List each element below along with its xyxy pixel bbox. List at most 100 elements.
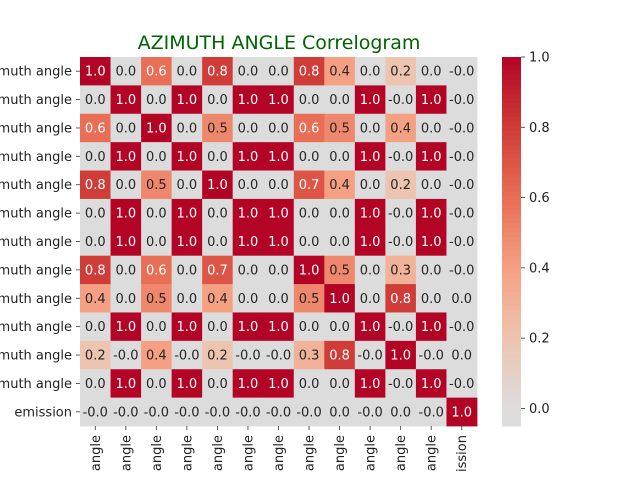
cell-value-label: 0.5 xyxy=(299,292,320,307)
colorbar-segment xyxy=(502,121,521,127)
cell-value-label: 0.0 xyxy=(238,292,259,307)
cell-value-label: 0.0 xyxy=(85,93,106,108)
colorbar-segment xyxy=(502,366,521,372)
colorbar-segment xyxy=(502,66,521,72)
heatmap-cell xyxy=(293,142,325,171)
heatmap-cell xyxy=(141,397,173,427)
heatmap-cell xyxy=(446,397,478,427)
heatmap-cell xyxy=(354,85,386,115)
cell-value-label: 0.0 xyxy=(207,93,228,108)
cell-value-label: 1.0 xyxy=(268,320,289,335)
cell-value-label: -0.0 xyxy=(296,405,321,420)
cell-value-label: 0.0 xyxy=(360,121,381,136)
colorbar-segment xyxy=(502,310,521,316)
colorbar-segment xyxy=(502,140,521,146)
cell-value-label: 1.0 xyxy=(207,178,228,193)
heatmap-cell xyxy=(171,369,203,399)
heatmap-cell xyxy=(385,57,417,86)
heatmap-cell xyxy=(202,340,234,370)
colorbar-segment xyxy=(502,144,521,150)
cell-value-label: 1.0 xyxy=(299,263,320,278)
heatmap-cell xyxy=(293,113,325,143)
colorbar-tick-label: 1.0 xyxy=(529,51,550,66)
cell-value-label: 0.0 xyxy=(299,320,320,335)
cell-value-label: 1.0 xyxy=(421,93,442,108)
cell-value-label: 0.0 xyxy=(329,235,350,250)
cell-value-label: 0.0 xyxy=(115,121,136,136)
heatmap-cell xyxy=(446,198,478,228)
heatmap-cell xyxy=(385,340,417,370)
cell-value-label: 1.0 xyxy=(268,93,289,108)
heatmap-cell xyxy=(263,85,295,115)
colorbar-segment xyxy=(502,158,521,164)
heatmap-cell xyxy=(415,57,447,86)
heatmap-cell xyxy=(446,113,478,143)
heatmap-cell xyxy=(110,369,142,399)
heatmap-cell xyxy=(263,255,295,285)
cell-value-label: 0.2 xyxy=(390,178,411,193)
column-tick-label: angle xyxy=(119,435,134,471)
heatmap-cell xyxy=(141,113,173,143)
colorbar-segment xyxy=(502,301,521,307)
colorbar-segment xyxy=(502,153,521,159)
heatmap-cell xyxy=(263,198,295,228)
cell-value-label: 0.0 xyxy=(238,263,259,278)
cell-value-label: 0.0 xyxy=(177,65,198,80)
heatmap-cell xyxy=(446,170,478,200)
cell-value-label: 0.5 xyxy=(329,263,350,278)
cell-value-label: 1.0 xyxy=(360,93,381,108)
heatmap-cell xyxy=(171,255,203,285)
cell-value-label: 1.0 xyxy=(421,320,442,335)
heatmap-cell xyxy=(232,312,264,342)
cell-value-label: 0.5 xyxy=(329,121,350,136)
cell-value-label: 0.3 xyxy=(299,349,320,364)
colorbar-segment xyxy=(502,259,521,266)
column-tick-label: angle xyxy=(150,435,165,471)
heatmap-cell xyxy=(232,397,264,427)
colorbar-segment xyxy=(502,209,521,215)
heatmap-cell xyxy=(80,369,111,399)
cell-value-label: 1.0 xyxy=(177,235,198,250)
cell-value-label: 0.0 xyxy=(299,377,320,392)
row-tick-label: muth angle xyxy=(0,93,72,108)
cell-value-label: 1.0 xyxy=(238,235,259,250)
colorbar-segment xyxy=(502,84,521,90)
colorbar-segment xyxy=(502,195,521,201)
heatmap-cell xyxy=(263,142,295,171)
colorbar-segment xyxy=(502,292,521,298)
cell-value-label: 0.0 xyxy=(177,292,198,307)
cell-value-label: 0.6 xyxy=(85,121,106,136)
cell-value-label: 1.0 xyxy=(268,150,289,165)
cell-value-label: 1.0 xyxy=(177,320,198,335)
cell-value-label: 0.4 xyxy=(329,178,350,193)
heatmap-cell xyxy=(141,170,173,200)
cell-value-label: 1.0 xyxy=(421,150,442,165)
cell-value-label: 0.0 xyxy=(421,292,442,307)
cell-value-label: -0.0 xyxy=(266,349,291,364)
heatmap-cell xyxy=(202,312,234,342)
cell-value-label: 0.0 xyxy=(207,235,228,250)
cell-value-label: 1.0 xyxy=(360,150,381,165)
cell-value-label: 1.0 xyxy=(360,377,381,392)
row-tick-label: muth angle xyxy=(0,178,72,193)
cell-value-label: 1.0 xyxy=(115,235,136,250)
cell-value-label: 0.0 xyxy=(146,93,167,108)
heatmap-cell xyxy=(415,198,447,228)
cell-value-label: 0.4 xyxy=(329,65,350,80)
cell-value-label: -0.0 xyxy=(388,93,413,108)
heatmap-cell xyxy=(354,369,386,399)
heatmap-cell xyxy=(385,198,417,228)
colorbar-tick-label: 0.2 xyxy=(529,332,550,347)
heatmap-cell xyxy=(415,255,447,285)
cell-value-label: 0.0 xyxy=(451,349,472,364)
heatmap-cell xyxy=(110,255,142,285)
colorbar-segment xyxy=(502,130,521,136)
cell-value-label: -0.0 xyxy=(388,320,413,335)
heatmap-cell xyxy=(80,284,111,313)
heatmap-cell xyxy=(293,170,325,200)
heatmap-cell xyxy=(415,284,447,313)
cell-value-label: 0.0 xyxy=(329,93,350,108)
cell-value-label: 1.0 xyxy=(360,320,381,335)
heatmap-cell xyxy=(171,142,203,171)
heatmap-cell xyxy=(293,397,325,427)
